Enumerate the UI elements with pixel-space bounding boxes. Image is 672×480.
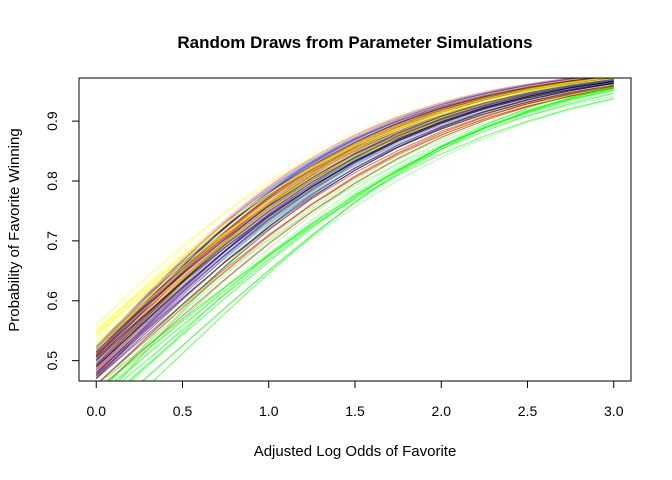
series-line bbox=[95, 87, 614, 379]
series-line bbox=[95, 81, 614, 367]
simulation-draw-line bbox=[110, 78, 614, 381]
x-axis-label: Adjusted Log Odds of Favorite bbox=[254, 443, 457, 460]
simulation-draw-line bbox=[95, 78, 591, 357]
series-line bbox=[95, 81, 614, 373]
simulation-draw-line bbox=[95, 78, 603, 347]
simulation-draw-line bbox=[95, 82, 614, 356]
x-tick-label: 1.5 bbox=[345, 403, 365, 419]
series-line bbox=[95, 85, 614, 373]
x-tick-label: 3.0 bbox=[604, 403, 624, 419]
curves-layer bbox=[95, 78, 614, 381]
series-line bbox=[106, 87, 614, 381]
simulation-draw-line bbox=[95, 80, 614, 375]
simulation-draw-line bbox=[95, 78, 605, 375]
simulation-draw-line bbox=[95, 78, 601, 354]
y-tick-label: 0.9 bbox=[44, 111, 60, 131]
simulation-draw-line bbox=[95, 80, 614, 360]
simulation-draw-line bbox=[95, 79, 614, 350]
simulation-draw-line bbox=[118, 78, 614, 381]
simulation-draw-line bbox=[95, 78, 587, 358]
simulation-draw-line bbox=[95, 79, 614, 366]
y-tick-label: 0.7 bbox=[44, 231, 60, 251]
simulation-draw-line bbox=[95, 79, 614, 359]
simulation-draw-line bbox=[113, 90, 614, 381]
series-line bbox=[95, 78, 609, 338]
simulation-draw-line bbox=[95, 78, 596, 362]
series-line bbox=[99, 85, 614, 381]
simulation-draw-line bbox=[95, 79, 614, 371]
simulation-draw-line bbox=[95, 82, 614, 366]
x-tick-label: 0.5 bbox=[173, 403, 193, 419]
axes-layer: 0.0 0.5 1.0 1.5 2.0 2.5 3.0 0.5 0.6 0.7 0.8 0.9 bbox=[44, 77, 632, 419]
simulation-draw-line bbox=[95, 79, 614, 365]
chart-title: Random Draws from Parameter Simulations bbox=[177, 33, 532, 52]
series-line bbox=[95, 78, 614, 332]
series-line bbox=[99, 82, 614, 381]
simulation-draw-line bbox=[109, 81, 614, 381]
simulation-draw-line bbox=[95, 78, 581, 359]
simulation-draw-line bbox=[95, 78, 584, 360]
simulation-draw-line bbox=[95, 79, 614, 357]
series-line bbox=[114, 89, 614, 381]
x-tick-label: 2.0 bbox=[432, 403, 452, 419]
series-line bbox=[100, 97, 614, 381]
series-line bbox=[95, 78, 592, 326]
simulation-draw-line bbox=[117, 78, 614, 381]
y-axis-label: Probability of Favorite Winning bbox=[6, 128, 23, 331]
simulation-draw-line bbox=[130, 92, 614, 381]
simulation-draw-line bbox=[107, 86, 614, 381]
simulation-draw-line bbox=[95, 81, 614, 356]
y-tick-label: 0.5 bbox=[44, 351, 60, 371]
simulation-draw-line bbox=[95, 78, 574, 338]
y-tick-label: 0.6 bbox=[44, 291, 60, 311]
simulation-draw-line bbox=[95, 79, 614, 352]
series-line bbox=[95, 78, 613, 350]
simulation-draw-line bbox=[95, 78, 609, 372]
x-tick-label: 0.0 bbox=[87, 403, 107, 419]
series-line bbox=[95, 82, 614, 359]
simulation-draw-line bbox=[127, 87, 614, 381]
simulation-draw-line bbox=[95, 78, 602, 377]
simulation-draw-line bbox=[95, 78, 606, 357]
series-line bbox=[95, 78, 614, 353]
simulation-draw-line bbox=[95, 78, 603, 353]
simulation-draw-line bbox=[95, 78, 599, 362]
simulation-draw-line bbox=[95, 84, 614, 371]
simulation-draw-line bbox=[95, 85, 614, 375]
series-line bbox=[95, 82, 614, 379]
simulation-draw-line bbox=[95, 79, 614, 379]
simulation-draw-line bbox=[95, 78, 614, 369]
simulation-draw-line bbox=[95, 78, 577, 349]
x-tick-label: 1.0 bbox=[259, 403, 279, 419]
x-tick-label: 2.5 bbox=[518, 403, 538, 419]
simulation-draw-line bbox=[95, 78, 586, 351]
series-line bbox=[121, 88, 614, 381]
simulation-draw-line bbox=[95, 80, 614, 334]
simulation-draw-line bbox=[95, 83, 614, 379]
simulation-draw-line bbox=[95, 80, 614, 379]
simulation-draw-line bbox=[104, 78, 614, 381]
simulation-draw-line bbox=[95, 78, 596, 348]
simulation-draw-line bbox=[95, 80, 614, 350]
simulation-draw-line bbox=[95, 78, 576, 353]
simulation-draw-line bbox=[95, 80, 614, 376]
simulation-draw-line bbox=[95, 84, 614, 371]
simulation-draw-line bbox=[95, 78, 596, 362]
simulation-draw-line bbox=[95, 80, 614, 368]
y-tick-label: 0.8 bbox=[44, 171, 60, 191]
series-line bbox=[128, 87, 614, 381]
plot-frame bbox=[78, 77, 632, 382]
simulation-draw-line bbox=[95, 80, 614, 366]
series-line bbox=[95, 79, 614, 353]
simulation-draw-line bbox=[95, 79, 614, 356]
simulation-draw-line bbox=[95, 88, 614, 351]
simulation-draw-line bbox=[95, 78, 606, 376]
series-line bbox=[152, 84, 614, 381]
